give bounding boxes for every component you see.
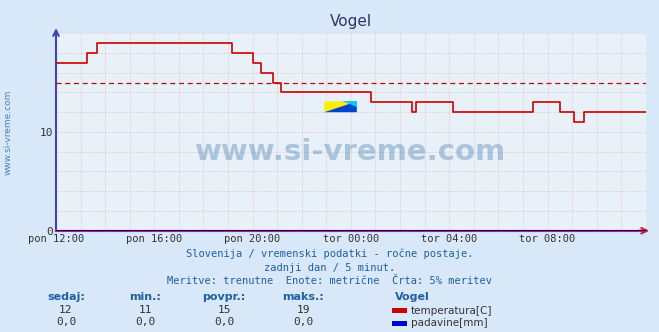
Text: 0,0: 0,0 [214, 317, 234, 327]
Text: Vogel: Vogel [395, 292, 430, 302]
Text: Slovenija / vremenski podatki - ročne postaje.: Slovenija / vremenski podatki - ročne po… [186, 249, 473, 259]
Polygon shape [342, 101, 357, 107]
Polygon shape [324, 101, 357, 112]
Title: Vogel: Vogel [330, 14, 372, 29]
Text: 0,0: 0,0 [56, 317, 76, 327]
Text: min.:: min.: [129, 292, 161, 302]
Text: 0,0: 0,0 [293, 317, 313, 327]
Text: Meritve: trenutne  Enote: metrične  Črta: 5% meritev: Meritve: trenutne Enote: metrične Črta: … [167, 276, 492, 286]
Text: padavine[mm]: padavine[mm] [411, 318, 487, 328]
Text: sedaj:: sedaj: [47, 292, 85, 302]
Text: 12: 12 [59, 305, 72, 315]
Text: temperatura[C]: temperatura[C] [411, 306, 492, 316]
Text: www.si-vreme.com: www.si-vreme.com [195, 138, 507, 166]
Text: 15: 15 [217, 305, 231, 315]
Text: 0,0: 0,0 [135, 317, 155, 327]
Text: 19: 19 [297, 305, 310, 315]
Text: www.si-vreme.com: www.si-vreme.com [4, 90, 13, 176]
Text: zadnji dan / 5 minut.: zadnji dan / 5 minut. [264, 263, 395, 273]
Text: maks.:: maks.: [282, 292, 324, 302]
Polygon shape [324, 101, 357, 112]
Text: 11: 11 [138, 305, 152, 315]
Text: povpr.:: povpr.: [202, 292, 246, 302]
